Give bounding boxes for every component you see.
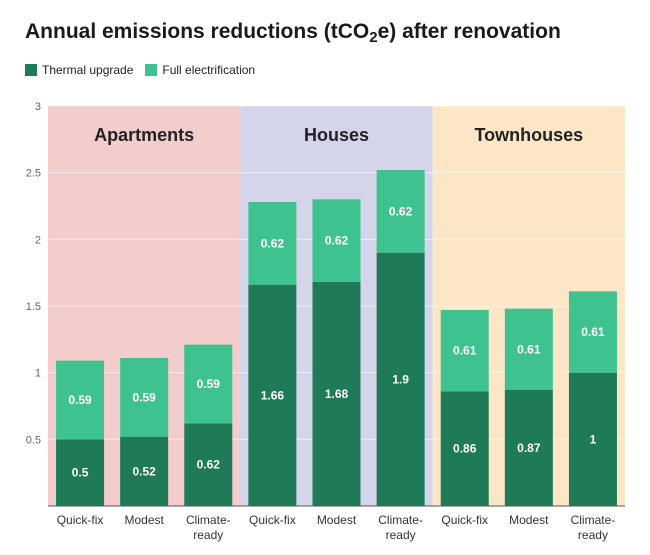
title-prefix: Annual emissions reductions (tCO — [25, 20, 370, 43]
group-heading-townhouses: Townhouses — [474, 125, 583, 145]
x-tick-label: Modest — [509, 513, 549, 527]
x-tick-label: ready — [578, 528, 608, 542]
bar-thermal — [376, 252, 425, 506]
y-tick-label: 1.5 — [26, 301, 41, 313]
bar-electrification — [440, 310, 489, 392]
x-tick-label: Modest — [124, 513, 164, 527]
data-label-thermal: 1 — [590, 432, 597, 446]
data-label-electrification: 0.62 — [261, 236, 285, 250]
bar-electrification — [56, 360, 105, 440]
x-tick-label: Quick-fix — [57, 513, 104, 527]
x-tick-label: Climate- — [186, 513, 231, 527]
bar-electrification — [504, 308, 553, 390]
x-tick-label: ready — [193, 528, 223, 542]
bar-thermal — [56, 439, 105, 506]
bar-electrification — [376, 170, 425, 253]
data-label-thermal: 0.87 — [517, 441, 541, 455]
legend-label-electrification: Full electrification — [162, 63, 256, 77]
y-tick-label: 3 — [35, 101, 41, 113]
title-subscript: 2 — [369, 29, 378, 46]
y-tick-label: 2 — [35, 234, 41, 246]
data-label-thermal: 0.52 — [132, 464, 156, 478]
legend-item-thermal: Thermal upgrade — [25, 63, 133, 77]
bar-electrification — [248, 202, 297, 285]
legend-item-electrification: Full electrification — [145, 63, 255, 77]
data-label-electrification: 0.59 — [68, 393, 92, 407]
y-tick-label: 1 — [35, 368, 41, 380]
data-label-electrification: 0.59 — [132, 390, 156, 404]
bar-electrification — [312, 199, 361, 282]
title-suffix: e) after renovation — [377, 20, 561, 43]
bar-thermal — [184, 423, 233, 506]
x-tick-label: Quick-fix — [441, 513, 488, 527]
x-tick-label: Climate- — [571, 513, 616, 527]
bar-thermal — [312, 282, 361, 506]
legend-swatch-electrification — [145, 64, 158, 76]
x-tick-label: Modest — [317, 513, 357, 527]
data-label-electrification: 0.62 — [389, 204, 413, 218]
data-label-electrification: 0.59 — [197, 377, 221, 391]
data-label-thermal: 0.62 — [197, 458, 221, 472]
legend-swatch-thermal — [25, 64, 37, 76]
data-label-thermal: 1.68 — [325, 387, 349, 401]
y-tick-label: 2.5 — [26, 168, 41, 180]
x-tick-label: ready — [386, 528, 416, 542]
legend: Thermal upgrade Full electrification — [25, 63, 267, 77]
bar-thermal — [248, 284, 297, 506]
data-label-thermal: 1.9 — [392, 372, 409, 386]
x-tick-label: Quick-fix — [249, 513, 296, 527]
data-label-thermal: 1.66 — [261, 388, 285, 402]
data-label-electrification: 0.62 — [325, 234, 349, 248]
x-tick-label: Climate- — [378, 513, 423, 527]
bar-thermal — [504, 390, 553, 506]
bar-electrification — [120, 358, 169, 437]
data-label-thermal: 0.86 — [453, 442, 477, 456]
bar-thermal — [568, 372, 617, 506]
group-heading-houses: Houses — [304, 125, 369, 145]
data-label-electrification: 0.61 — [453, 344, 477, 358]
bar-electrification — [568, 291, 617, 373]
bar-thermal — [120, 436, 169, 506]
legend-label-thermal: Thermal upgrade — [42, 63, 134, 77]
y-tick-label: 0.5 — [26, 434, 41, 446]
bar-thermal — [440, 391, 489, 506]
bar-electrification — [184, 344, 233, 424]
data-label-electrification: 0.61 — [581, 325, 605, 339]
data-label-thermal: 0.5 — [72, 466, 89, 480]
chart-title: Annual emissions reductions (tCO2e) afte… — [25, 20, 561, 46]
data-label-electrification: 0.61 — [517, 342, 541, 356]
group-heading-apartments: Apartments — [94, 125, 194, 145]
